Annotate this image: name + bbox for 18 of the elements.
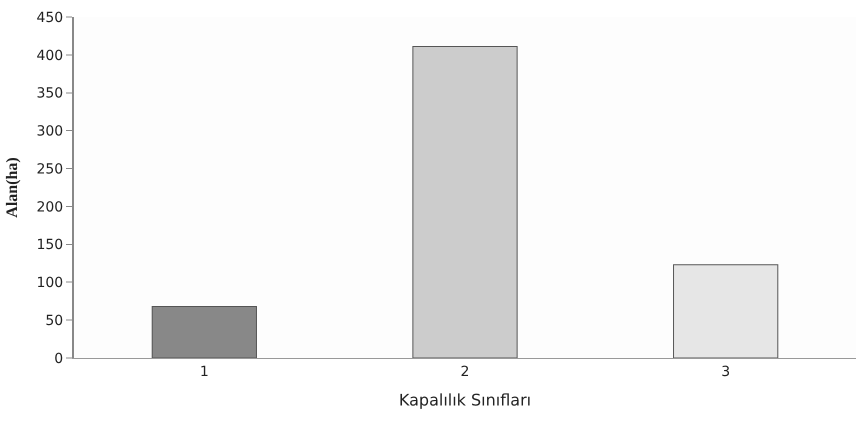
bar	[152, 306, 257, 358]
bar	[412, 46, 518, 358]
x-axis-title: Kapalılık Sınıfları	[398, 390, 532, 410]
y-tick-label: 450	[36, 10, 64, 26]
y-tick-label: 350	[36, 86, 64, 102]
y-tick-label: 400	[36, 48, 64, 64]
y-tick-label: 0	[54, 350, 64, 367]
x-tick-label: 3	[721, 364, 730, 380]
y-tick-label: 100	[36, 275, 64, 292]
y-tick-label: 300	[36, 124, 64, 140]
y-tick-label: 250	[36, 161, 64, 178]
x-tick-label: 2	[460, 364, 470, 380]
x-tick-label: 1	[200, 364, 209, 380]
y-axis-title: Alan(ha)	[4, 157, 21, 218]
y-tick-label: 150	[36, 237, 64, 254]
y-tick-label: 200	[36, 199, 64, 216]
bar	[673, 264, 778, 358]
y-tick-label: 50	[45, 313, 64, 330]
